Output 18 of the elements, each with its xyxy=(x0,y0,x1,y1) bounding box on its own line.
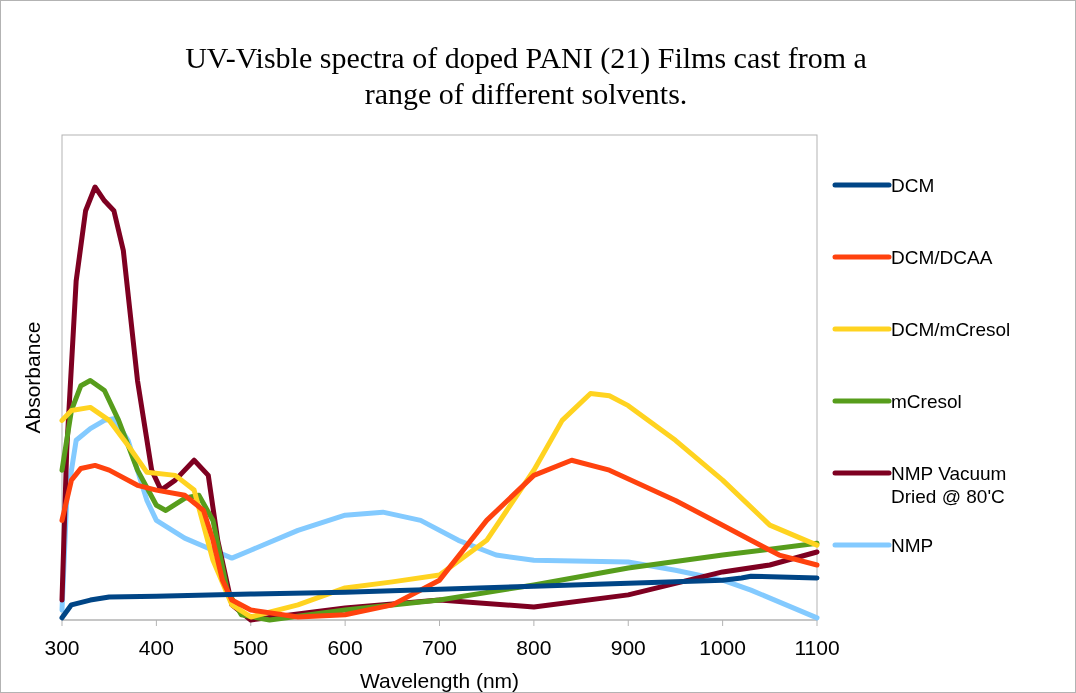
x-tick-label: 600 xyxy=(327,636,363,659)
x-tick-label: 800 xyxy=(516,636,552,659)
x-axis-title: Wavelength (nm) xyxy=(359,669,520,692)
legend-label: DCM/mCresol xyxy=(891,318,1011,340)
legend-label: DCM xyxy=(891,174,935,196)
x-tick-label: 1000 xyxy=(699,636,746,659)
x-tick-label: 300 xyxy=(44,636,80,659)
x-tick-label: 1100 xyxy=(794,636,840,659)
x-tick-label: 900 xyxy=(610,636,646,659)
legend-label: NMP Vacuum Dried @ 80'C xyxy=(891,462,1007,507)
legend-label: DCM/DCAA xyxy=(891,246,993,268)
legend-label: NMP xyxy=(891,534,934,556)
legend-label: mCresol xyxy=(891,390,962,412)
chart-title: UV-Visble spectra of doped PANI (21) Films cast from a range of different solvents. xyxy=(185,41,867,110)
x-tick-label: 400 xyxy=(138,636,174,659)
x-tick-label: 500 xyxy=(233,636,269,659)
y-axis-title: Absorbance xyxy=(21,321,44,434)
x-tick-label: 700 xyxy=(421,636,458,659)
